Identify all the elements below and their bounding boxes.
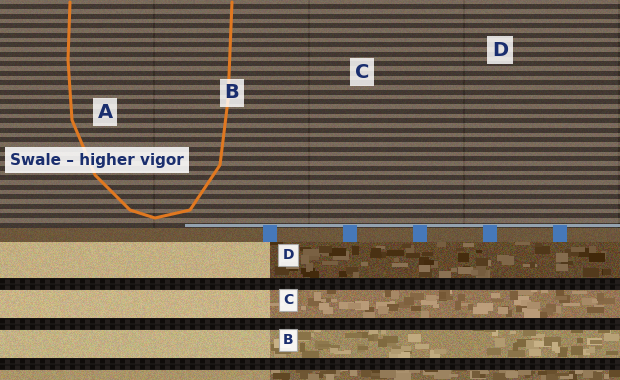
- Text: C: C: [283, 293, 293, 307]
- Text: D: D: [282, 248, 294, 262]
- Text: D: D: [492, 41, 508, 60]
- Text: B: B: [283, 333, 293, 347]
- Text: Swale – higher vigor: Swale – higher vigor: [10, 152, 184, 168]
- Text: C: C: [355, 62, 369, 81]
- Text: B: B: [224, 84, 239, 103]
- Text: A: A: [97, 103, 113, 122]
